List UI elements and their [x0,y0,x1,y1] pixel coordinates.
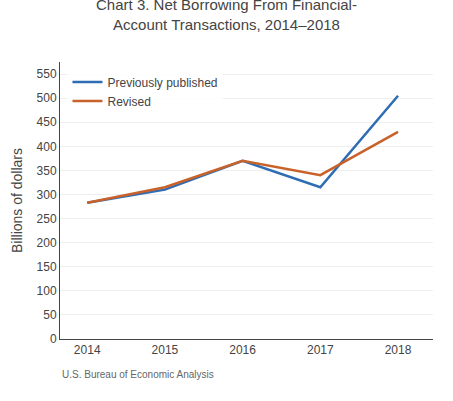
svg-text:550: 550 [37,67,57,81]
svg-text:300: 300 [37,188,57,202]
svg-text:50: 50 [43,308,57,322]
svg-text:Revised: Revised [107,95,150,109]
svg-text:U.S. Bureau of Economic Analys: U.S. Bureau of Economic Analysis [62,369,214,380]
svg-text:500: 500 [37,91,57,105]
svg-text:Chart 3. Net Borrowing From Fi: Chart 3. Net Borrowing From Financial-Ac… [96,0,357,33]
svg-text:Previously published: Previously published [107,76,217,90]
svg-text:2016: 2016 [229,343,256,357]
svg-text:400: 400 [37,140,57,154]
svg-text:0: 0 [50,332,57,346]
svg-text:100: 100 [37,284,57,298]
svg-text:200: 200 [37,236,57,250]
svg-text:150: 150 [37,260,57,274]
svg-text:2018: 2018 [385,343,412,357]
svg-text:250: 250 [37,212,57,226]
svg-text:2015: 2015 [152,343,179,357]
svg-text:350: 350 [37,164,57,178]
svg-text:2014: 2014 [74,343,101,357]
svg-text:Billions of dollars: Billions of dollars [9,148,25,253]
svg-text:450: 450 [37,115,57,129]
svg-text:2017: 2017 [307,343,334,357]
